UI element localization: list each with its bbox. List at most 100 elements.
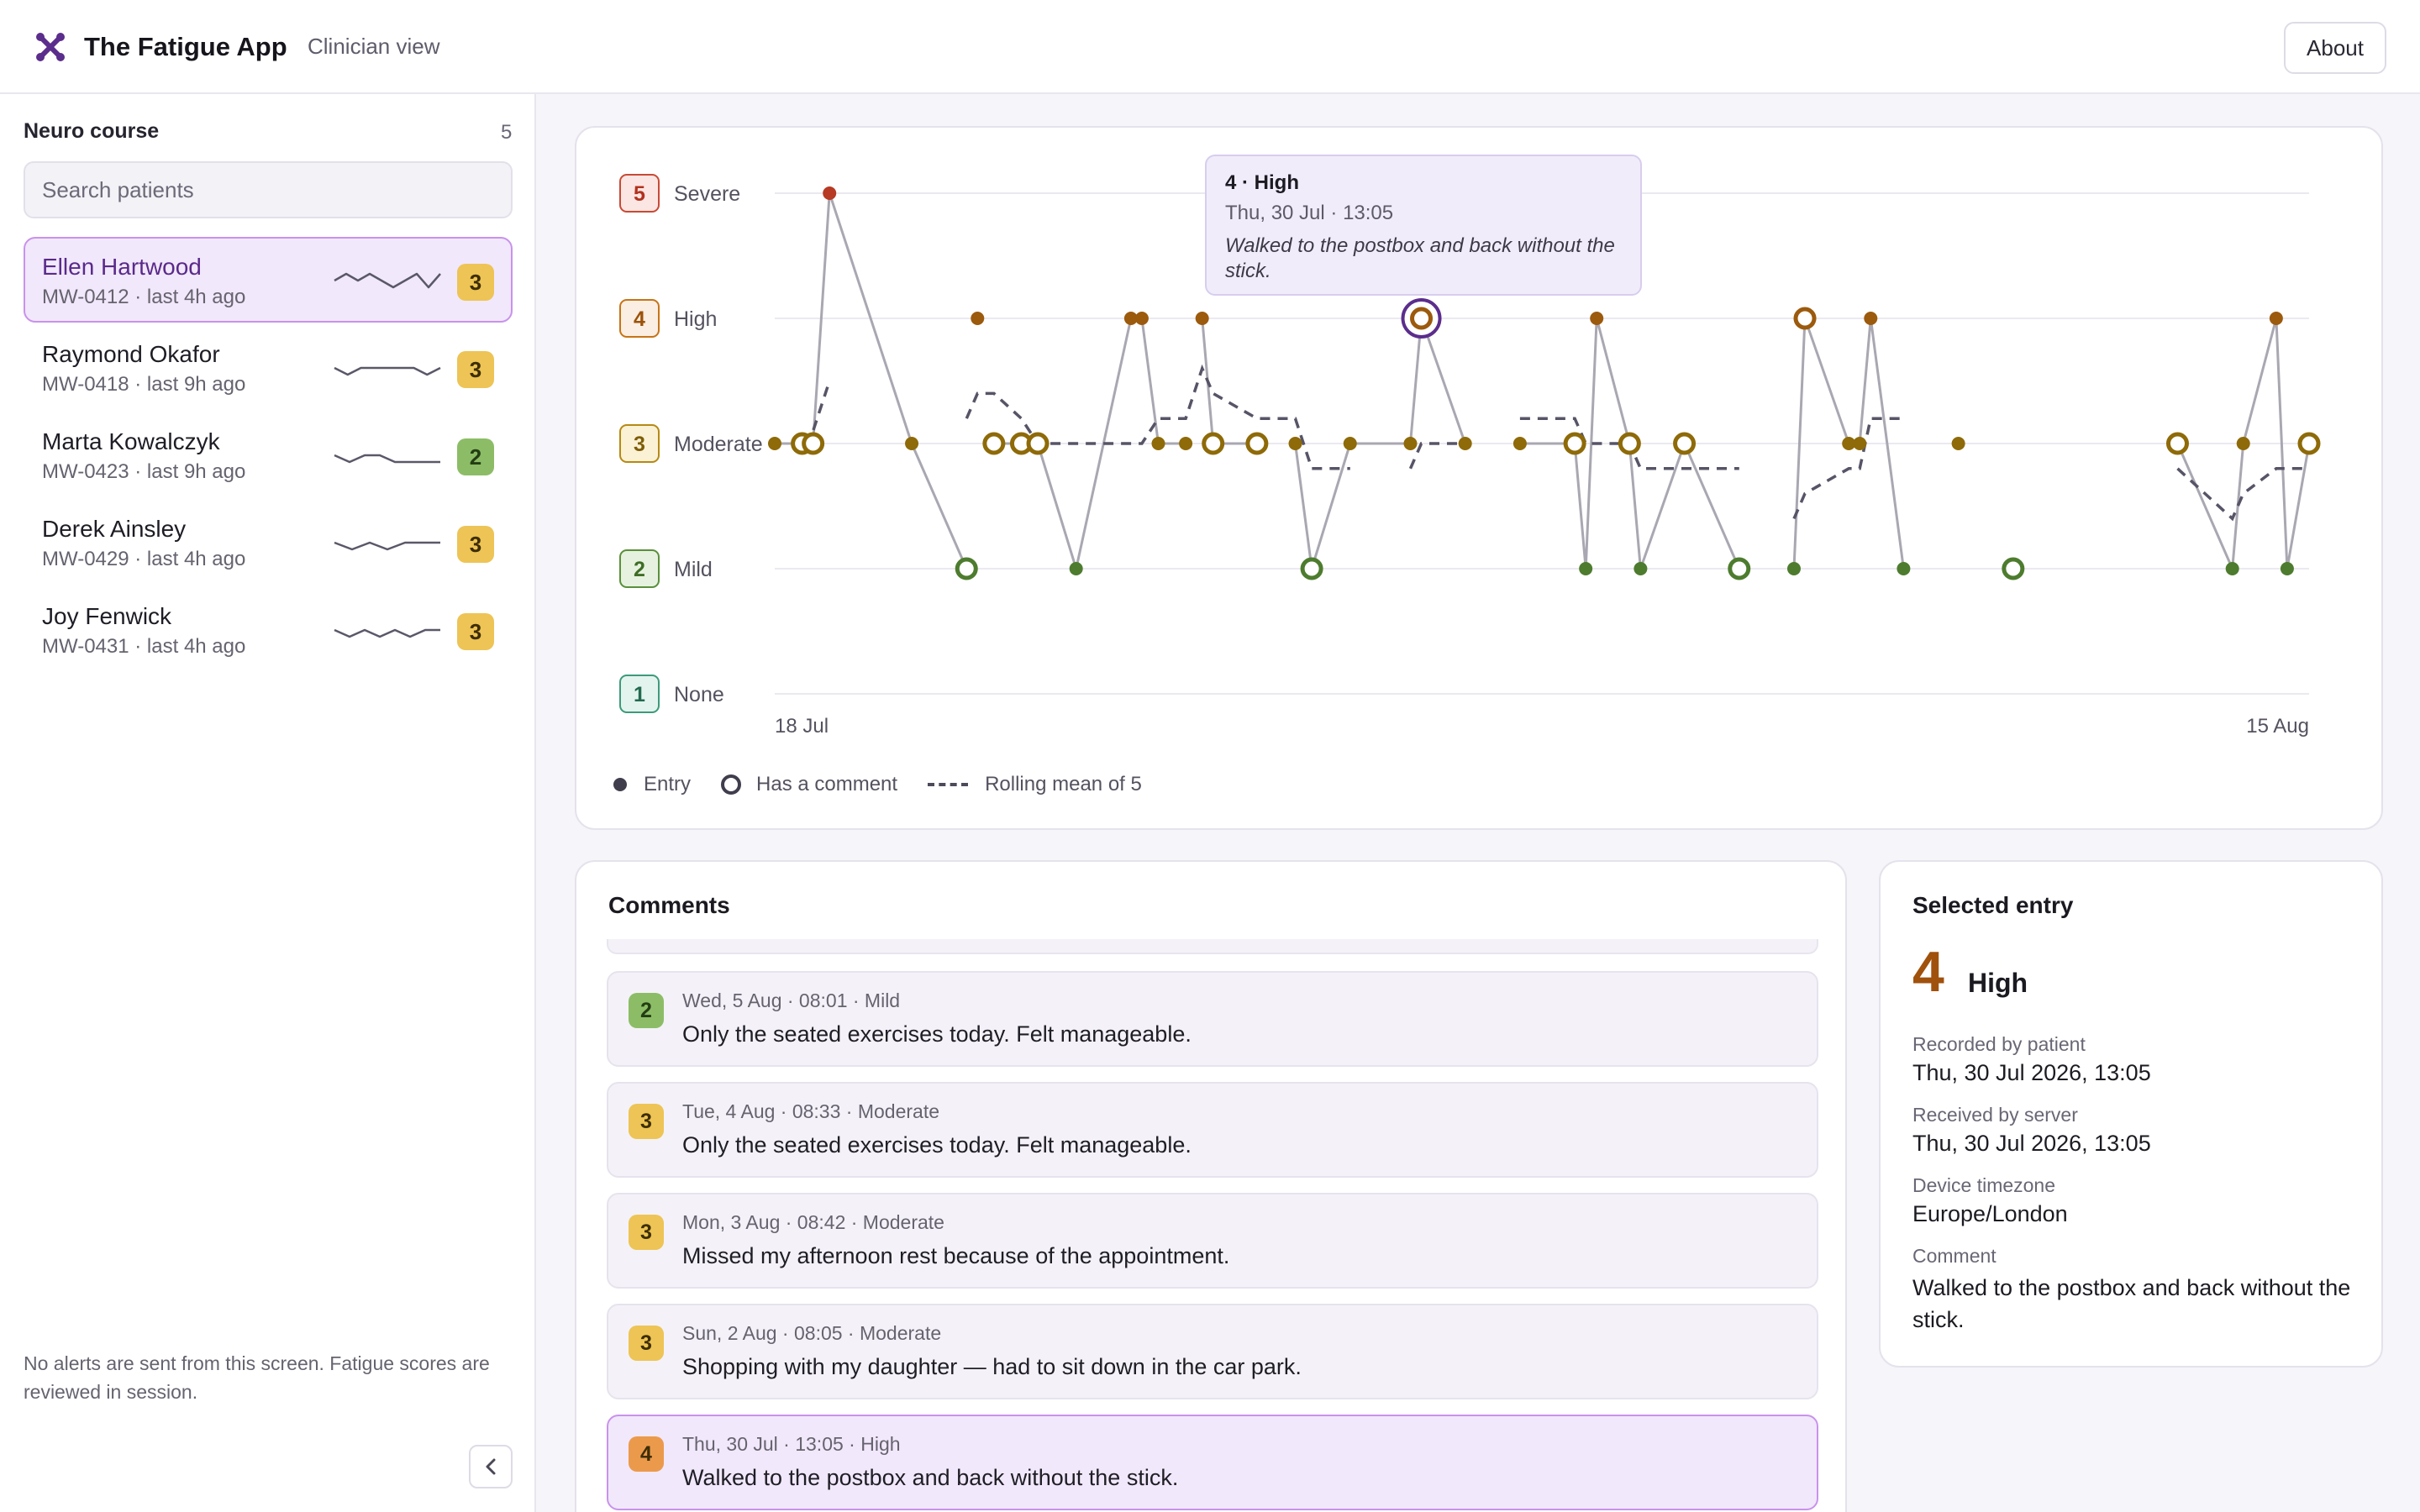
comment-point — [1245, 432, 1269, 455]
entry-point — [1579, 562, 1593, 575]
patient-row[interactable]: Derek Ainsley MW-0429 · last 4h ago 3 — [24, 499, 513, 585]
timezone-value: Europe/London — [1912, 1201, 2068, 1226]
comment-score-badge: 4 — [629, 1436, 664, 1472]
comment-item[interactable]: 4 Thu, 30 Jul · 13:05 · High Walked to t… — [607, 1415, 1818, 1510]
fatigue-chart: 5 Severe 4 High 3 Moderate 2 Mild 1 None 18 Jul 15 … — [619, 174, 2321, 738]
legend-mean: Rolling mean of 5 — [928, 773, 1142, 796]
chart-legend: Entry Has a comment Rolling mean of 5 — [613, 768, 1172, 801]
patient-row[interactable]: Ellen Hartwood MW-0412 · last 4h ago 3 — [24, 237, 513, 323]
level-number: 4 — [634, 307, 645, 331]
comment-text: Missed my afternoon rest because of the … — [682, 1243, 1230, 1268]
comment-point — [2002, 557, 2025, 580]
entry-point — [823, 186, 837, 200]
entry-point — [1842, 437, 1856, 450]
comment-point — [802, 432, 825, 455]
legend-entry: Entry — [613, 773, 691, 796]
comment-point — [1618, 432, 1641, 455]
comments-card: Comments 2 Wed, 5 Aug · 08:01 · Mild Onl… — [575, 860, 1847, 1512]
rolling-mean-line — [2176, 467, 2309, 522]
comment-item-partial[interactable] — [607, 939, 1818, 954]
entry-point — [1590, 312, 1604, 325]
collapse-sidebar-button[interactable] — [469, 1445, 513, 1488]
comment-label: Comment — [1912, 1245, 1996, 1267]
selected-entry-title: Selected entry — [1912, 892, 2074, 918]
rolling-mean-line — [1519, 417, 1739, 470]
comment-point — [1026, 432, 1050, 455]
patient-name: Ellen Hartwood — [42, 254, 202, 280]
patient-score-badge: 3 — [457, 526, 494, 563]
sidebar-footer-note: No alerts are sent from this screen. Fat… — [24, 1352, 490, 1403]
level-label: Severe — [674, 182, 740, 206]
search-input[interactable] — [24, 161, 513, 218]
rolling-mean-line — [1408, 442, 1465, 470]
received-label: Received by server — [1912, 1104, 2078, 1126]
comment-point — [1300, 557, 1323, 580]
comment-score-badge: 3 — [629, 1104, 664, 1139]
entry-point — [1343, 437, 1357, 450]
comment-value: Walked to the postbox and back without t… — [1912, 1275, 2351, 1332]
entry-point — [1069, 562, 1083, 575]
comment-meta: Sun, 2 Aug · 08:05 · Moderate — [682, 1322, 942, 1344]
comment-point — [1202, 432, 1225, 455]
comment-meta: Thu, 30 Jul · 13:05 · High — [682, 1433, 901, 1455]
comment-score-badge: 3 — [629, 1215, 664, 1250]
comment-item[interactable]: 3 Sun, 2 Aug · 08:05 · Moderate Shopping… — [607, 1304, 1818, 1399]
recorded-value: Thu, 30 Jul 2026, 13:05 — [1912, 1060, 2151, 1085]
comment-item[interactable]: 2 Wed, 5 Aug · 08:01 · Mild Only the sea… — [607, 971, 1818, 1067]
entry-point — [1403, 437, 1418, 450]
series-line — [1201, 318, 1257, 445]
level-badge — [619, 549, 660, 588]
comment-item[interactable]: 3 Mon, 3 Aug · 08:42 · Moderate Missed m… — [607, 1193, 1818, 1289]
patient-row[interactable]: Raymond Okafor MW-0418 · last 9h ago 3 — [24, 324, 513, 410]
comment-point — [1673, 432, 1697, 455]
chart-tooltip: 4 · High Thu, 30 Jul · 13:05 Walked to t… — [1205, 155, 1642, 296]
patient-sparkline — [334, 541, 440, 551]
level-label: Mild — [674, 558, 713, 581]
chevron-left-icon — [486, 1458, 496, 1475]
comment-point — [2165, 432, 2189, 455]
comment-text: Only the seated exercises today. Felt ma… — [682, 1021, 1192, 1047]
comment-point — [1728, 557, 1751, 580]
entry-point — [2225, 562, 2239, 575]
patient-sparkline — [334, 272, 441, 289]
about-button[interactable]: About — [2284, 22, 2386, 74]
legend-mean-label: Rolling mean of 5 — [985, 773, 1142, 795]
patient-meta: MW-0418 · last 9h ago — [42, 373, 246, 396]
patient-score-badge: 3 — [457, 264, 494, 301]
legend-comment: Has a comment — [721, 773, 897, 796]
recorded-label: Recorded by patient — [1912, 1033, 2086, 1055]
patient-row[interactable]: Joy Fenwick MW-0431 · last 4h ago 3 — [24, 586, 513, 672]
comment-point — [1793, 307, 1817, 330]
level-badge — [619, 424, 660, 463]
comments-title: Comments — [608, 892, 730, 918]
patient-row[interactable]: Marta Kowalczyk MW-0423 · last 9h ago 2 — [24, 412, 513, 497]
entry-point — [1151, 437, 1165, 450]
level-badge — [619, 174, 660, 213]
patient-meta: MW-0431 · last 4h ago — [42, 635, 246, 658]
sparkline-path — [334, 628, 440, 638]
legend-entry-label: Entry — [644, 773, 692, 795]
patient-name: Marta Kowalczyk — [42, 428, 220, 454]
comment-point — [1563, 432, 1586, 455]
comment-score-badge: 3 — [629, 1326, 664, 1361]
level-number: 2 — [634, 558, 645, 581]
comment-ring-icon — [721, 774, 742, 795]
sparkline-path — [334, 541, 440, 551]
tooltip-title: 4 · High — [1225, 171, 1299, 194]
app-title: The Fatigue App — [84, 32, 287, 61]
entry-point — [1179, 437, 1193, 450]
series-line — [1519, 317, 1741, 570]
selected-score-label: High — [1968, 968, 2028, 998]
comment-item[interactable]: 3 Tue, 4 Aug · 08:33 · Moderate Only the… — [607, 1082, 1818, 1178]
entry-point — [1951, 437, 1965, 450]
entry-point — [1786, 562, 1801, 575]
dashed-line-icon — [928, 783, 969, 786]
level-label: None — [674, 683, 724, 706]
comment-meta: Tue, 4 Aug · 08:33 · Moderate — [682, 1100, 939, 1122]
rolling-mean-line — [965, 364, 1350, 470]
patient-count: 5 — [501, 121, 513, 144]
patient-meta: MW-0423 · last 9h ago — [42, 460, 246, 483]
comment-list[interactable]: 2 Wed, 5 Aug · 08:01 · Mild Only the sea… — [607, 939, 1818, 1512]
entry-point — [1512, 437, 1527, 450]
view-subtitle: Clinician view — [308, 34, 440, 59]
